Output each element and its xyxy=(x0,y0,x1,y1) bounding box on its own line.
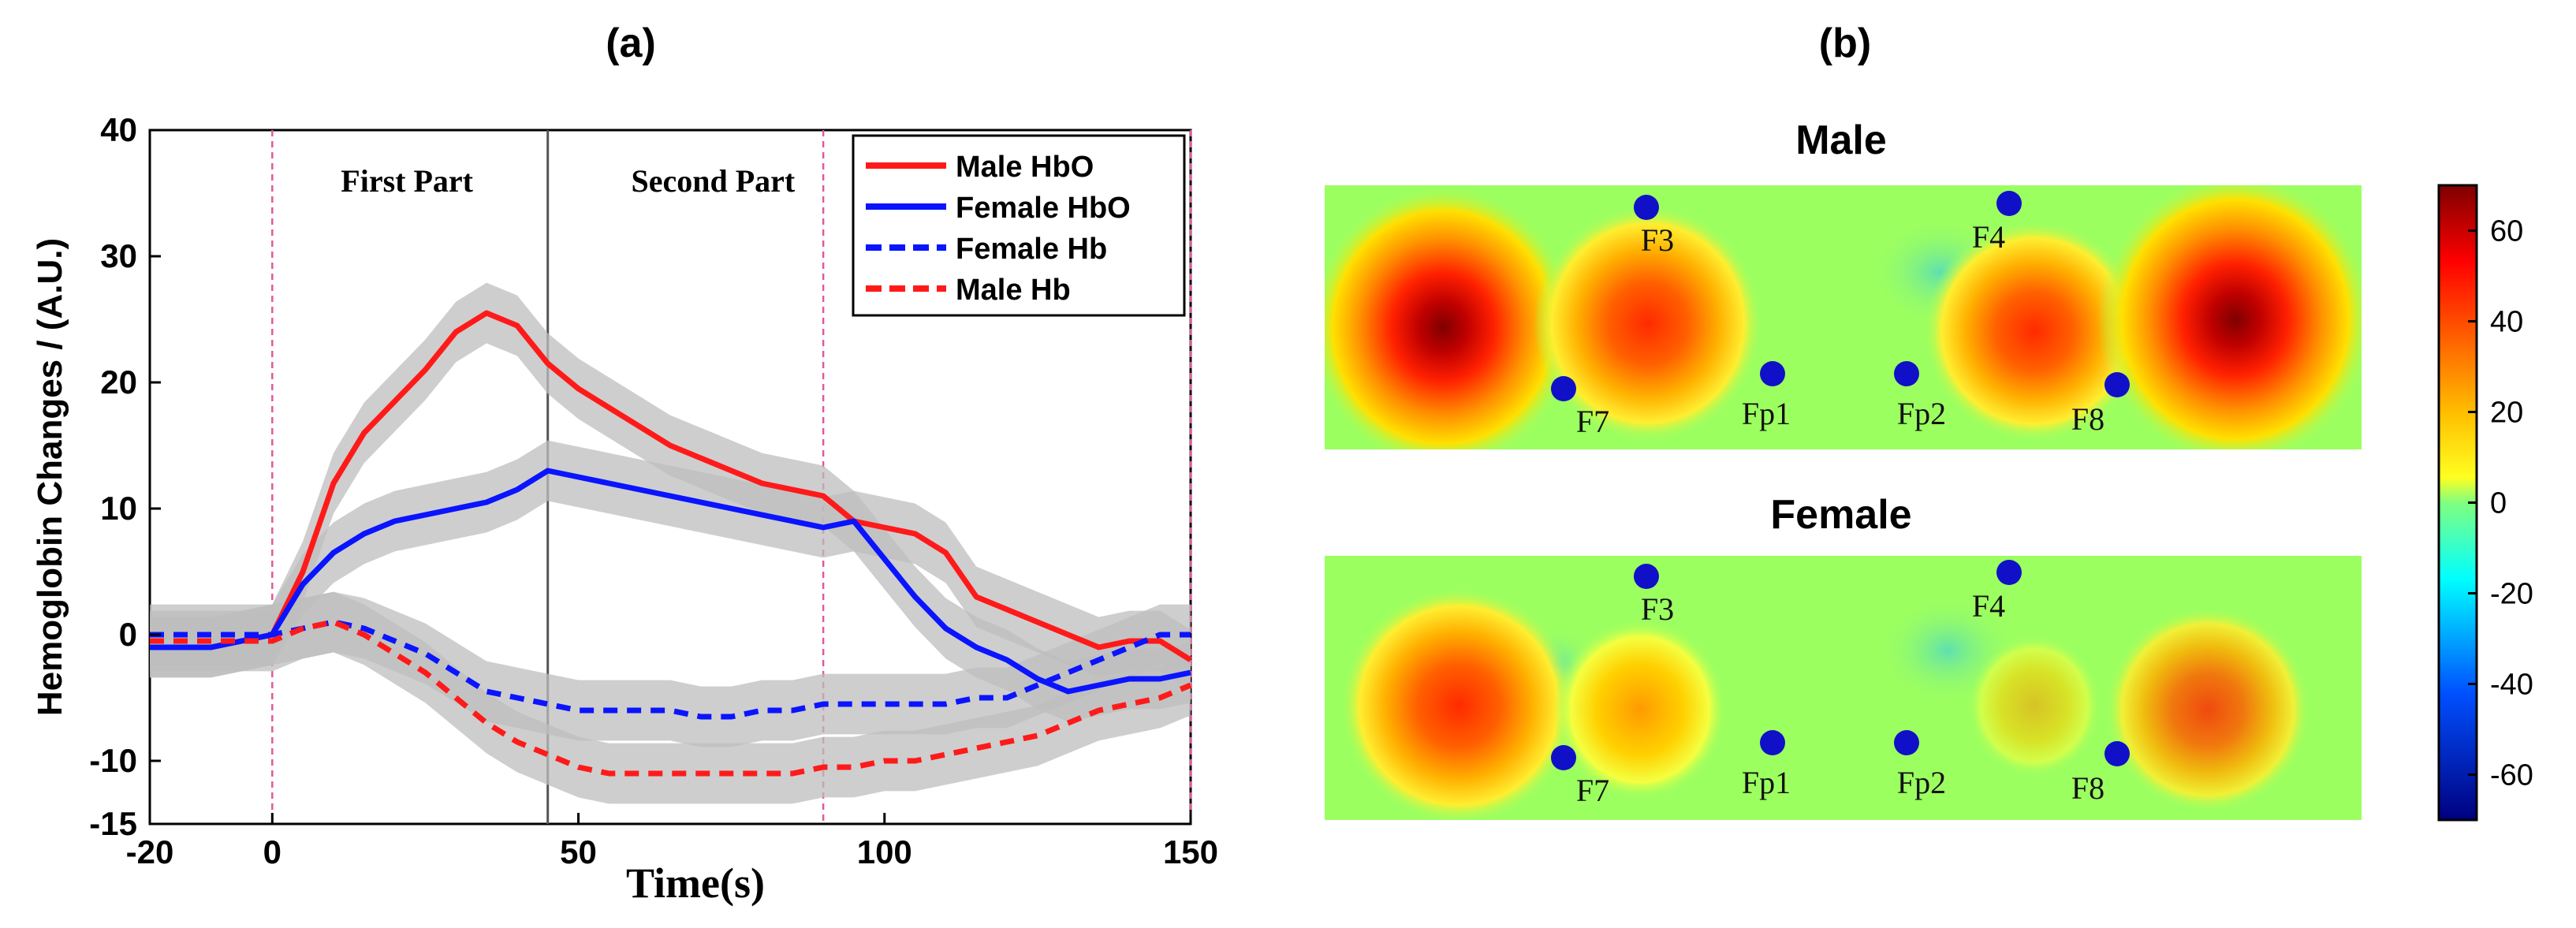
male-hotspot-left-medial xyxy=(1534,205,1762,442)
x-tick-label: 0 xyxy=(263,833,281,870)
map-title-female: Female xyxy=(1770,492,1911,538)
female-hotspot-left-lateral xyxy=(1340,587,1577,820)
x-tick-label: 50 xyxy=(560,833,597,870)
electrode-label: Fp2 xyxy=(1897,765,1946,800)
x-tick-label: 100 xyxy=(857,833,912,870)
female-hotspot-right-center xyxy=(1967,635,2101,777)
map-title-male: Male xyxy=(1795,117,1887,163)
female-topomap: F3 F4 F7 Fp1 Fp2 F8 xyxy=(1325,556,2362,820)
electrode-label: Fp2 xyxy=(1897,396,1946,431)
series-line-male-hb xyxy=(150,619,1192,777)
electrode-f8 xyxy=(2104,372,2130,397)
series-lines xyxy=(150,310,1192,777)
y-tick-label: 30 xyxy=(100,237,137,274)
male-topomap: F3 F4 F7 Fp1 Fp2 F8 xyxy=(1325,185,2362,449)
electrode-f4 xyxy=(1996,191,2022,216)
series-line-female-hb xyxy=(150,619,1191,720)
electrode-label: F7 xyxy=(1576,773,1609,808)
male-hotspot-left-lateral xyxy=(1325,185,1577,449)
electrode-fp2 xyxy=(1894,730,1919,755)
colorbar-tick-label: -40 xyxy=(2490,669,2533,702)
x-tick-label: 150 xyxy=(1163,833,1218,870)
electrode-label: F4 xyxy=(1972,219,2005,255)
y-axis-ticks: -15 -10 0 10 20 30 40 xyxy=(89,111,161,842)
electrode-label: Fp1 xyxy=(1742,765,1791,800)
electrode-f7 xyxy=(1551,376,1576,401)
series-line-male-hbo xyxy=(150,310,1192,662)
y-tick-label: 20 xyxy=(100,363,137,401)
y-tick-label: -15 xyxy=(89,805,137,842)
x-tick-label: -20 xyxy=(126,833,174,870)
electrode-f4 xyxy=(1996,560,2022,585)
colorbar: 60 40 20 0 -20 -40 -60 xyxy=(2437,184,2533,822)
y-tick-label: -10 xyxy=(89,742,137,779)
male-hotspot-right-lateral xyxy=(2097,185,2362,449)
electrode-f3 xyxy=(1634,564,1659,589)
y-tick-label: 10 xyxy=(100,490,137,527)
electrode-fp1 xyxy=(1760,730,1785,755)
y-tick-label: 40 xyxy=(100,111,137,148)
annotation-second-part: Second Part xyxy=(631,163,795,199)
electrode-f8 xyxy=(2104,741,2130,766)
female-hotspot-right-lateral xyxy=(2105,607,2310,812)
colorbar-tick-label: 0 xyxy=(2490,487,2507,520)
series-line-female-hbo xyxy=(150,468,1191,695)
legend-label: Female Hb xyxy=(956,233,1107,266)
electrode-label: F8 xyxy=(2071,770,2104,806)
female-hotspot-left-medial xyxy=(1553,619,1727,800)
colorbar-tick-label: 60 xyxy=(2490,215,2523,248)
error-band-2 xyxy=(150,591,1191,747)
electrode-fp2 xyxy=(1894,361,1919,386)
colorbar-tick-label: -60 xyxy=(2490,759,2533,792)
colorbar-tick-label: -20 xyxy=(2490,578,2533,611)
legend-label: Male Hb xyxy=(956,274,1071,307)
electrode-label: F3 xyxy=(1641,222,1674,258)
colorbar-tick-label: 40 xyxy=(2490,306,2523,339)
colorbar-tick-label: 20 xyxy=(2490,397,2523,430)
electrode-f7 xyxy=(1551,745,1576,770)
panel-b-label: (b) xyxy=(1819,20,1871,66)
electrode-label: F3 xyxy=(1641,591,1674,627)
x-axis-ticks: -20 0 50 100 150 xyxy=(126,813,1218,870)
female-electrodes: F3 F4 F7 Fp1 Fp2 F8 xyxy=(1551,560,2130,808)
male-hotspot-right-medial xyxy=(1924,221,2145,442)
electrode-label: F7 xyxy=(1576,404,1609,439)
y-tick-label: 0 xyxy=(119,616,137,653)
legend: Male HbO Female HbO Female Hb Male Hb xyxy=(852,134,1186,317)
panel-a-label: (a) xyxy=(606,20,656,66)
y-axis-label: Hemoglobin Changes / (A.U.) xyxy=(31,238,69,716)
x-axis-label: Time(s) xyxy=(626,859,765,907)
electrode-label: Fp1 xyxy=(1742,396,1791,431)
error-band-1 xyxy=(150,440,1191,722)
annotation-first-part: First Part xyxy=(341,163,473,199)
electrode-fp1 xyxy=(1760,361,1785,386)
legend-label: Male HbO xyxy=(956,151,1094,184)
colorbar-ticks: 60 40 20 0 -20 -40 -60 xyxy=(2468,215,2533,792)
male-electrodes: F3 F4 F7 Fp1 Fp2 F8 xyxy=(1551,191,2130,439)
electrode-label: F4 xyxy=(1972,588,2005,624)
legend-label: Female HbO xyxy=(956,192,1131,225)
electrode-f3 xyxy=(1634,195,1659,220)
electrode-label: F8 xyxy=(2071,401,2104,437)
